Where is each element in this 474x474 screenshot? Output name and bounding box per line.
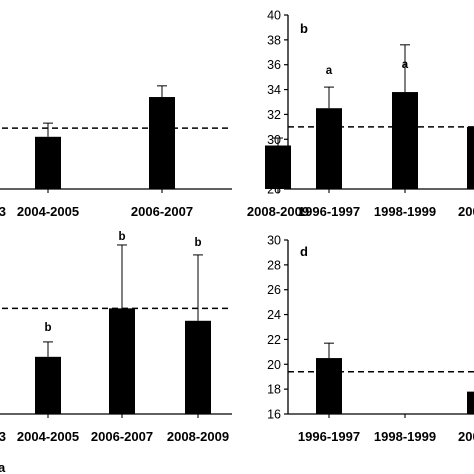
bar-2004-2005 — [35, 356, 61, 414]
chart-panel-3: b b b 2004-2005 2006-2007 2008-2009 3 — [0, 231, 232, 444]
panel-letter: d — [300, 244, 308, 259]
x-category-label: 2006-2007 — [131, 204, 193, 219]
chart-panel-4: 16 18 20 22 24 26 28 30 1996-1997 1998-1999 200 d — [267, 234, 474, 444]
bar-2006-2007 — [109, 308, 135, 414]
x-category-label: 2004-2005 — [17, 429, 79, 444]
y-tick-label: 40 — [267, 9, 281, 23]
x-category-label: 1998-1999 — [374, 204, 436, 219]
y-tick-label: 34 — [267, 83, 281, 97]
y-tick-label: 24 — [267, 308, 281, 322]
footer-fragment: a — [0, 460, 6, 474]
x-category-label: 2004-2005 — [17, 204, 79, 219]
y-tick-label: 30 — [267, 234, 281, 248]
y-tick-label: 18 — [267, 383, 281, 397]
y-tick-label: 26 — [267, 183, 281, 197]
significance-label: b — [118, 231, 125, 243]
x-category-label: 2008-2009 — [247, 204, 309, 219]
y-tick-label: 28 — [267, 158, 281, 172]
panel-letter: b — [300, 21, 308, 36]
y-tick-label: 22 — [267, 333, 281, 347]
x-category-label: 1996-1997 — [298, 429, 360, 444]
bar-2000-2001 — [467, 126, 474, 189]
significance-label: b — [194, 237, 201, 249]
x-category-label: 1996-1997 — [298, 204, 360, 219]
bar-2008-2009 — [265, 145, 291, 189]
y-tick-label: 20 — [267, 358, 281, 372]
significance-label: a — [402, 59, 409, 71]
significance-label: a — [326, 65, 333, 77]
y-tick-label: 30 — [267, 133, 281, 147]
bar-2006-2007 — [149, 97, 175, 189]
y-tick-label: 38 — [267, 33, 281, 47]
chart-panel-2: 26 28 30 32 34 36 38 40 a a 1996-1997 1998-1999 200 b — [267, 9, 474, 219]
x-category-label: 200 — [458, 429, 474, 444]
x-category-label: 2008-2009 — [167, 429, 229, 444]
x-category-label-partial: 3 — [0, 429, 6, 444]
x-category-label-partial: 3 — [0, 204, 6, 219]
y-tick-label: 32 — [267, 108, 281, 122]
bar-1998-1999 — [392, 92, 418, 189]
bar-2004-2005 — [35, 136, 61, 189]
bar-1996-1997 — [316, 358, 342, 414]
y-tick-label: 16 — [267, 408, 281, 422]
y-tick-label: 26 — [267, 283, 281, 297]
y-tick-label: 28 — [267, 258, 281, 272]
bar-1996-1997 — [316, 108, 342, 189]
bar-2008-2009 — [185, 320, 211, 414]
chart-panel-1: 2004-2005 2006-2007 2008-2009 3 — [0, 85, 309, 219]
x-category-label: 2006-2007 — [91, 429, 153, 444]
significance-label: b — [44, 322, 51, 334]
y-tick-label: 36 — [267, 58, 281, 72]
bar-2000-2001 — [467, 391, 474, 414]
x-category-label: 200 — [458, 204, 474, 219]
x-category-label: 1998-1999 — [374, 429, 436, 444]
